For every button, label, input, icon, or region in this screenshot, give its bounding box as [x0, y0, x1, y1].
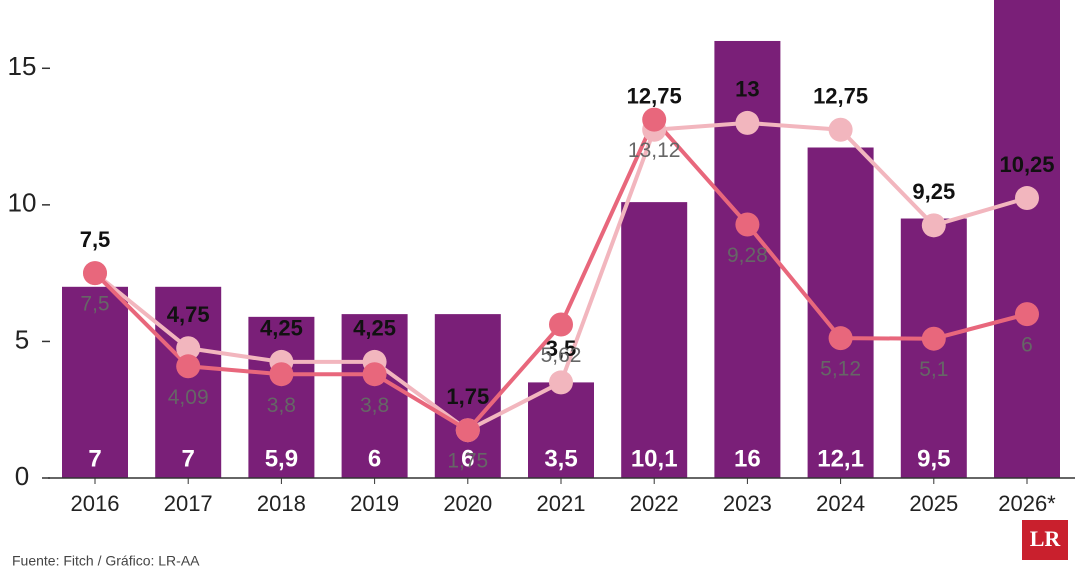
bar-label: 10,1: [631, 445, 678, 472]
bar-label: 7: [182, 445, 195, 472]
bar: [341, 314, 408, 478]
point-label: 3,8: [267, 394, 296, 417]
point-label: 4,25: [353, 316, 396, 341]
point-label: 9,28: [727, 244, 768, 267]
x-tick-label: 2021: [537, 491, 586, 516]
point-label: 4,25: [260, 316, 303, 341]
bar-label: 16: [734, 445, 761, 472]
bar-group: [62, 0, 1060, 478]
point-label: 13: [735, 77, 759, 102]
point: [176, 336, 201, 361]
point: [921, 326, 946, 351]
x-tick-label: 2020: [443, 491, 492, 516]
point-label: 4,09: [168, 386, 209, 409]
point: [735, 110, 760, 135]
point: [1015, 302, 1039, 327]
point-label: 6: [1021, 334, 1033, 357]
point-label: 3,5: [546, 336, 577, 361]
x-tick-label: 2022: [630, 491, 679, 516]
bar-label: 7: [88, 445, 101, 472]
point-label: 13,12: [628, 139, 681, 162]
x-tick-label: 2023: [723, 491, 772, 516]
point-label: 3,8: [360, 394, 389, 417]
point: [828, 117, 853, 142]
bar: [621, 202, 688, 478]
bar: [248, 316, 315, 478]
bar-label: 6: [461, 445, 474, 472]
y-tick-label: 0: [15, 461, 29, 491]
bar-label: 3,5: [544, 445, 577, 472]
y-tick-label: 10: [8, 188, 37, 218]
bar: [155, 286, 222, 478]
x-tick-label: 2026*: [998, 491, 1056, 516]
bar-label: 12,1: [817, 445, 864, 472]
logo-box: [1022, 520, 1068, 560]
point-label: 7,5: [80, 227, 111, 252]
point: [921, 213, 946, 238]
point-label: 12,75: [627, 84, 682, 109]
point: [828, 326, 853, 351]
point-label: 9,25: [912, 179, 955, 204]
x-tick-label: 2025: [909, 491, 958, 516]
point-label: 5,1: [919, 358, 948, 381]
point: [549, 312, 573, 337]
point: [549, 370, 573, 395]
point-label: 1,75: [446, 384, 489, 409]
point: [362, 362, 387, 387]
point-label: 5,12: [820, 358, 861, 381]
point: [735, 212, 760, 237]
point-label: 4,75: [167, 302, 210, 327]
point: [176, 354, 201, 379]
x-tick-label: 2016: [71, 491, 120, 516]
y-tick-label: 15: [8, 51, 37, 81]
x-tick-label: 2017: [164, 491, 213, 516]
point-label: 7,5: [80, 293, 109, 316]
point: [269, 362, 294, 387]
point: [1015, 186, 1039, 211]
point: [83, 261, 107, 286]
logo: LR: [1030, 526, 1062, 551]
bar: [62, 286, 128, 478]
bar: [994, 0, 1060, 478]
bar-label: 9,5: [917, 445, 950, 472]
y-tick-label: 5: [15, 324, 29, 354]
point: [455, 418, 480, 443]
x-tick-label: 2018: [257, 491, 306, 516]
point-label: 10,25: [999, 152, 1054, 177]
bar-label: 5,9: [265, 445, 298, 472]
bar: [434, 314, 501, 478]
point-label: 12,75: [813, 84, 868, 109]
point-label: 1,75: [447, 450, 488, 473]
point: [642, 107, 667, 132]
source: Fuente: Fitch / Gráfico: LR-AA: [12, 553, 200, 567]
bar: [528, 382, 594, 478]
point-label: 5,62: [541, 344, 582, 367]
bar-label: 6: [368, 445, 381, 472]
x-tick-label: 2019: [350, 491, 399, 516]
x-tick-label: 2024: [816, 491, 865, 516]
